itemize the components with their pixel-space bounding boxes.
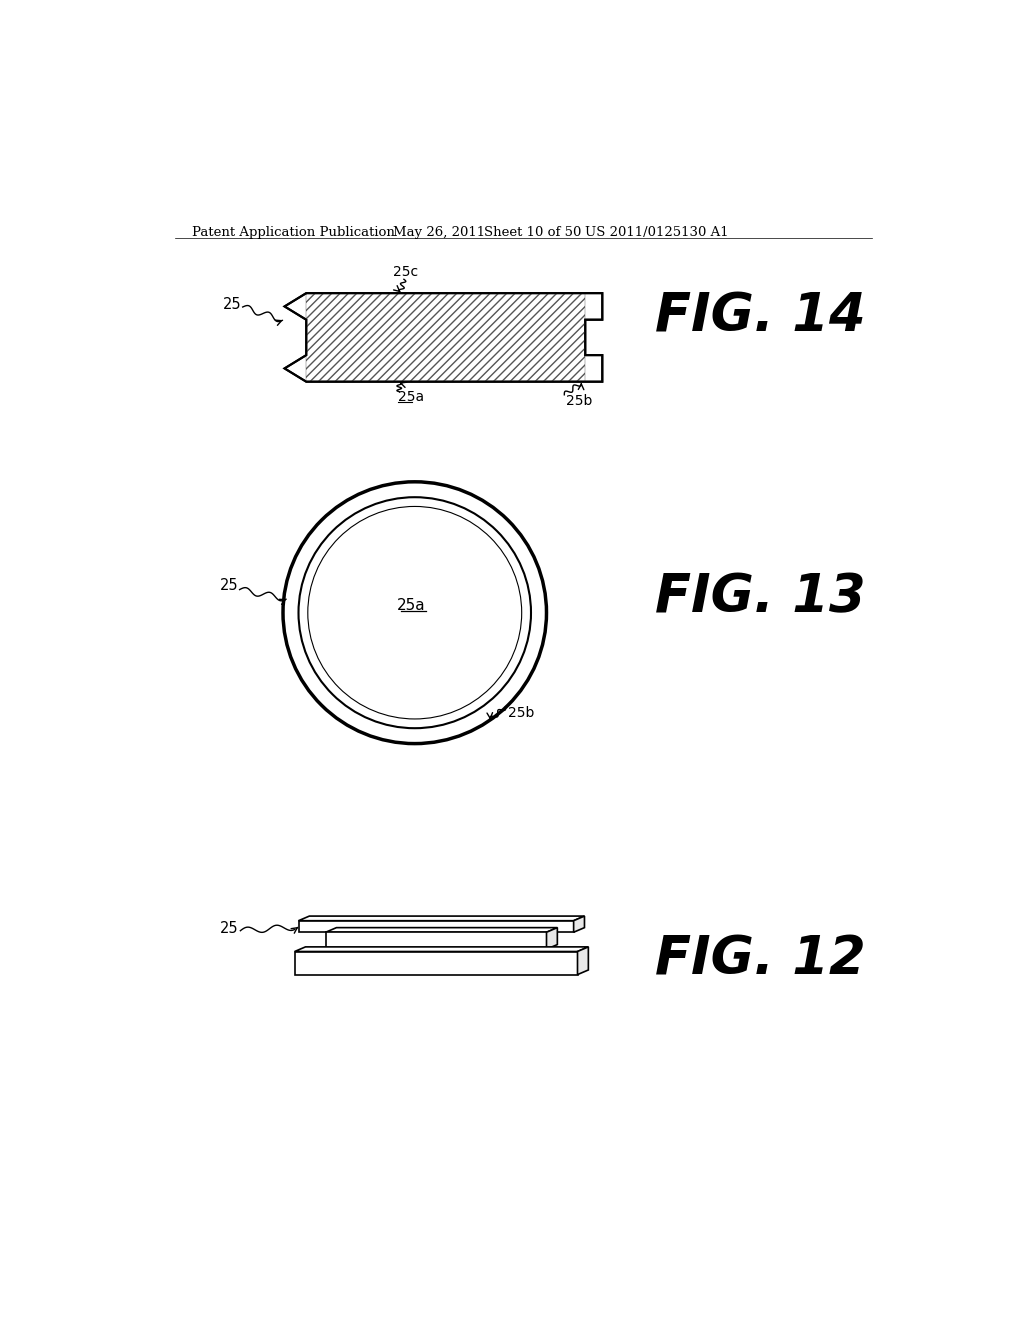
Text: Sheet 10 of 50: Sheet 10 of 50 [484,226,582,239]
Bar [299,921,573,932]
Text: US 2011/0125130 A1: US 2011/0125130 A1 [586,226,729,239]
Bar [326,932,547,949]
Bar [295,952,578,974]
Text: Patent Application Publication: Patent Application Publication [191,226,394,239]
Text: 25a: 25a [397,391,424,404]
Text: 25: 25 [219,921,238,936]
Text: 25b: 25b [508,706,535,719]
Bar [306,293,586,381]
Text: 25a: 25a [396,598,425,612]
Text: FIG. 12: FIG. 12 [655,933,865,985]
Polygon shape [573,916,585,932]
Text: 25b: 25b [566,393,592,408]
Text: 25: 25 [219,578,238,593]
Text: FIG. 14: FIG. 14 [655,290,865,342]
Text: FIG. 13: FIG. 13 [655,572,865,623]
Polygon shape [578,946,589,974]
Polygon shape [547,928,557,949]
Polygon shape [295,946,589,952]
Polygon shape [326,928,557,932]
Polygon shape [299,916,585,921]
Text: May 26, 2011: May 26, 2011 [393,226,485,239]
Polygon shape [285,293,602,381]
Text: 25c: 25c [393,265,418,280]
Text: 25: 25 [223,297,242,313]
